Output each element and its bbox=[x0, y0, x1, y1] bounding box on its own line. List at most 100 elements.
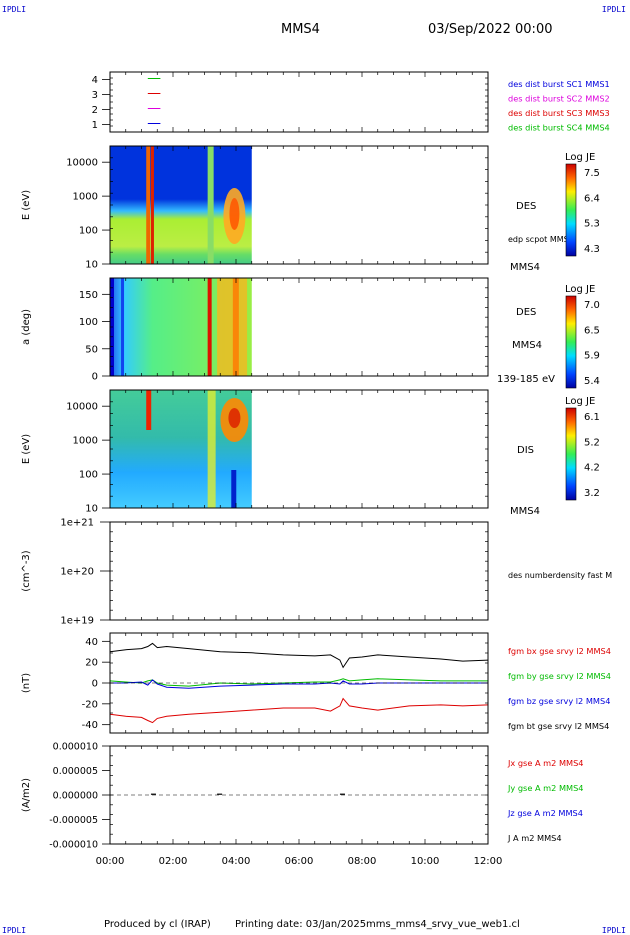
y-tick-label: 50 bbox=[85, 344, 98, 355]
warm-band bbox=[232, 278, 239, 376]
y-tick-label: 3 bbox=[92, 90, 98, 101]
fgm-series-2 bbox=[109, 678, 488, 687]
instrument-label-4: DIS bbox=[517, 445, 534, 456]
low-flux-band bbox=[231, 470, 237, 508]
hot-band bbox=[146, 390, 152, 430]
hot-band bbox=[207, 278, 212, 376]
y-tick-label: 10000 bbox=[66, 158, 98, 169]
y-tick-label: 0.000005 bbox=[53, 766, 98, 777]
y-tick-label: 1e+20 bbox=[60, 567, 94, 578]
y-tick-label: 1000 bbox=[73, 192, 98, 203]
y-tick-label: 1e+21 bbox=[60, 518, 94, 529]
colorbar-4 bbox=[565, 407, 577, 501]
colorbar-tick-label: 7.0 bbox=[584, 300, 600, 311]
y-axis-label-3: a (deg) bbox=[21, 309, 32, 345]
colorbar-title-3: Log JE bbox=[565, 284, 595, 295]
y-tick-label: 1e+19 bbox=[60, 616, 94, 627]
x-tick-label: 12:00 bbox=[474, 856, 503, 867]
fgm-series-3 bbox=[110, 679, 488, 689]
legend-fgm-1: fgm bx gse srvy l2 MMS4 bbox=[508, 646, 611, 656]
hot-band bbox=[146, 146, 151, 264]
x-tick-label: 10:00 bbox=[411, 856, 440, 867]
corner-label-bl: IPDLI bbox=[2, 926, 27, 935]
x-tick-label: 08:00 bbox=[348, 856, 377, 867]
colorbar-2 bbox=[565, 163, 577, 257]
x-tick-label: 00:00 bbox=[96, 856, 125, 867]
y-tick-label: 10 bbox=[85, 504, 98, 515]
y-tick-label: 100 bbox=[79, 470, 98, 481]
y-tick-label: 2 bbox=[92, 105, 98, 116]
colorbar-tick-label: 4.3 bbox=[584, 244, 600, 255]
legend-burst-3: des dist burst SC3 MMS3 bbox=[508, 108, 610, 118]
y-tick-label: 40 bbox=[85, 637, 98, 648]
energy-range-label: 139-185 eV bbox=[497, 374, 555, 385]
legend-current-1: Jx gse A m2 MMS4 bbox=[507, 758, 584, 768]
colorbar-tick-label: 5.3 bbox=[584, 219, 600, 230]
colorbar-tick-label: 5.2 bbox=[584, 437, 600, 448]
colorbar-tick-label: 7.5 bbox=[584, 168, 600, 179]
y-tick-label: 150 bbox=[79, 290, 98, 301]
date-title: 03/Sep/2022 00:00 bbox=[428, 22, 553, 37]
y-axis-label-4: E (eV) bbox=[21, 434, 32, 464]
y-tick-label: 0 bbox=[92, 372, 98, 383]
legend-fgm-3: fgm bz gse srvy l2 MMS4 bbox=[508, 696, 610, 706]
footer-filename: mms_mms4_srvy_vue_web1.cl bbox=[366, 919, 520, 930]
x-tick-label: 06:00 bbox=[285, 856, 314, 867]
y-axis-label-7: (A/m2) bbox=[21, 778, 32, 812]
y-tick-label: -0.000010 bbox=[49, 840, 98, 851]
extra-label-2: edp scpot MMS4 bbox=[508, 235, 574, 244]
y-tick-label: 0.000010 bbox=[53, 742, 98, 753]
legend-burst-2: des dist burst SC2 MMS2 bbox=[508, 94, 610, 104]
boundary-band bbox=[207, 390, 216, 508]
instrument-label-3: DES bbox=[516, 307, 536, 318]
colorbar-tick-label: 5.4 bbox=[584, 376, 600, 387]
colorbar-tick-label: 6.5 bbox=[584, 325, 600, 336]
energetic-core bbox=[228, 408, 241, 428]
colorbar-title-2: Log JE bbox=[565, 152, 595, 163]
legend-fgm-2: fgm by gse srvy l2 MMS4 bbox=[508, 671, 611, 681]
legend-current-2: Jy gse A m2 MMS4 bbox=[507, 783, 584, 793]
y-tick-label: 1 bbox=[92, 120, 98, 131]
spacecraft-title: MMS4 bbox=[281, 22, 320, 37]
x-tick-label: 04:00 bbox=[222, 856, 251, 867]
x-tick-label: 02:00 bbox=[159, 856, 188, 867]
colorbar-tick-label: 3.2 bbox=[584, 488, 600, 499]
spacecraft-label-4: MMS4 bbox=[510, 506, 540, 517]
y-tick-label: 20 bbox=[85, 658, 98, 669]
legend-current-4: J A m2 MMS4 bbox=[507, 833, 562, 843]
legend-current-3: Jz gse A m2 MMS4 bbox=[507, 808, 583, 818]
y-tick-label: 4 bbox=[92, 75, 98, 86]
panel-frame-1 bbox=[109, 71, 489, 133]
corner-label-tl: IPDLI bbox=[2, 5, 27, 14]
warm-region bbox=[217, 278, 248, 376]
y-axis-label-5: (cm^-3) bbox=[21, 550, 32, 591]
y-tick-label: -40 bbox=[82, 720, 98, 731]
colorbar-3 bbox=[565, 295, 577, 389]
fgm-series-4 bbox=[109, 642, 489, 669]
footer-produced-by: Produced by cl (IRAP) bbox=[104, 919, 211, 930]
y-tick-label: 100 bbox=[79, 226, 98, 237]
corner-label-br: IPDLI bbox=[601, 926, 626, 935]
colorbar-title-4: Log JE bbox=[565, 396, 595, 407]
colorbar-tick-label: 6.4 bbox=[584, 193, 600, 204]
colorbar-tick-label: 4.2 bbox=[584, 463, 600, 474]
y-tick-label: 10000 bbox=[66, 402, 98, 413]
legend-burst-4: des dist burst SC4 MMS4 bbox=[508, 123, 610, 133]
y-tick-label: 0 bbox=[92, 679, 98, 690]
y-tick-label: -0.000005 bbox=[49, 815, 98, 826]
y-axis-label-6: (nT) bbox=[21, 673, 32, 693]
y-tick-label: 10 bbox=[85, 260, 98, 271]
legend-burst-1: des dist burst SC1 MMS1 bbox=[508, 79, 610, 89]
boundary-band bbox=[207, 146, 214, 264]
y-tick-label: 1000 bbox=[73, 436, 98, 447]
y-axis-label-2: E (eV) bbox=[21, 190, 32, 220]
y-tick-label: 100 bbox=[79, 317, 98, 328]
panel-frame-5 bbox=[109, 521, 489, 621]
colorbar-tick-label: 5.9 bbox=[584, 351, 600, 362]
hot-band bbox=[150, 146, 154, 264]
y-tick-label: -20 bbox=[82, 699, 98, 710]
corner-label-tr: IPDLI bbox=[601, 5, 626, 14]
footer-printing-date: Printing date: 03/Jan/2025 bbox=[235, 919, 367, 930]
legend-fgm-4: fgm bt gse srvy l2 MMS4 bbox=[508, 721, 609, 731]
y-tick-label: 0.000000 bbox=[53, 791, 98, 802]
